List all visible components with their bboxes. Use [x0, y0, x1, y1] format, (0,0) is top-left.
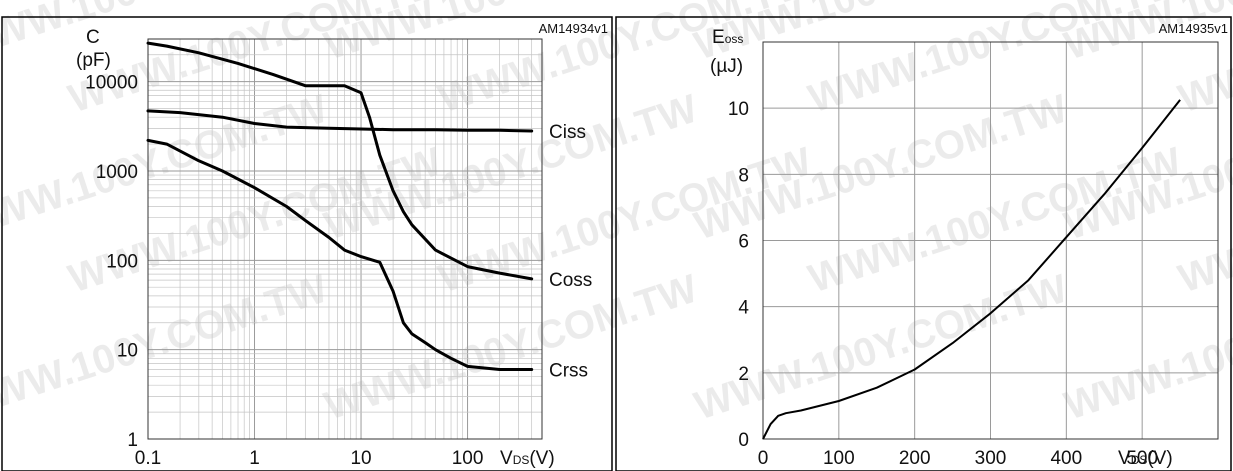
energy-line [762, 99, 1181, 440]
energy-y-tick: 0 [738, 430, 749, 451]
capacitance-label-coss: Coss [549, 270, 592, 291]
energy-x-tick: 100 [823, 448, 855, 469]
energy-plot-area [762, 41, 1219, 440]
right-panel-frame [615, 16, 1232, 471]
energy-y-tick: 2 [738, 364, 749, 385]
watermark-text: WWW.100Y.COM.TW [433, 0, 817, 121]
energy-y-tick: 4 [738, 298, 749, 319]
energy-x-tick: 400 [1050, 448, 1082, 469]
watermark-text: WWW.100Y.COM.TW [0, 266, 333, 428]
energy-y-tick: 10 [728, 99, 749, 120]
capacitance-x-tick: 100 [452, 448, 484, 469]
energy-series-group [762, 99, 1181, 440]
energy-y-label: Eoss [712, 27, 743, 48]
capacitance-y-unit: (pF) [76, 50, 111, 71]
capacitance-plot-area [147, 38, 543, 440]
watermark-text: WWW.100Y.COM.TW [319, 266, 703, 428]
capacitance-label-ciss: Ciss [549, 122, 586, 143]
capacitance-y-tick: 10000 [85, 73, 138, 94]
capacitance-y-tick: 1000 [96, 162, 138, 183]
energy-tick-labels: 0 100 200 300 400 500 0 2 4 6 8 10 [728, 99, 1158, 469]
capacitance-y-tick: 10 [117, 341, 138, 362]
energy-x-tick: 300 [975, 448, 1007, 469]
capacitance-x-tick: 1 [249, 448, 260, 469]
energy-chart-ref: AM14935v1 [1159, 21, 1228, 36]
capacitance-x-label: VDS(V) [500, 448, 555, 469]
watermark-text: WWW.100Y.COM.TW [803, 0, 1187, 121]
energy-grid [763, 42, 1218, 439]
capacitance-line-crss [146, 138, 534, 371]
energy-x-tick: 0 [758, 448, 769, 469]
capacitance-x-tick: 0.1 [135, 448, 161, 469]
capacitance-series-group [146, 41, 534, 371]
energy-x-tick: 500 [1126, 448, 1158, 469]
capacitance-line-ciss [146, 109, 534, 133]
capacitance-y-tick: 1 [127, 430, 138, 451]
energy-chart: 0 100 200 300 400 500 0 2 4 6 8 10 AM14935v1 Eoss (… [710, 21, 1228, 469]
energy-y-unit: (µJ) [710, 56, 743, 77]
capacitance-chart-ref: AM14934v1 [539, 21, 608, 36]
capacitance-line-coss [146, 41, 534, 281]
energy-y-tick: 6 [738, 232, 749, 253]
left-panel-frame [1, 16, 613, 471]
capacitance-y-label: C [86, 27, 100, 48]
capacitance-label-crss: Crss [549, 360, 588, 381]
capacitance-x-tick: 10 [350, 448, 371, 469]
watermark-text: WWW.100Y.COM.TW [63, 0, 447, 121]
energy-y-tick: 8 [738, 165, 749, 186]
energy-x-tick: 200 [899, 448, 931, 469]
capacitance-series-labels: Ciss Coss Crss [549, 122, 592, 381]
energy-x-label: VDS(V) [1118, 448, 1173, 469]
capacitance-y-tick: 100 [106, 251, 138, 272]
